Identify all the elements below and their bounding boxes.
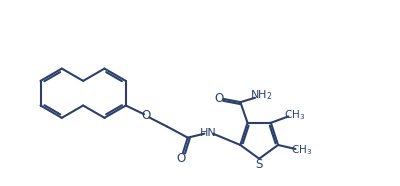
Text: O: O [177, 152, 186, 165]
Text: O: O [214, 92, 224, 105]
Text: S: S [256, 158, 263, 171]
Text: HN: HN [200, 128, 217, 138]
Text: CH$_3$: CH$_3$ [284, 108, 305, 122]
Text: CH$_3$: CH$_3$ [291, 144, 312, 157]
Text: NH$_2$: NH$_2$ [250, 88, 272, 102]
Text: O: O [142, 109, 151, 122]
